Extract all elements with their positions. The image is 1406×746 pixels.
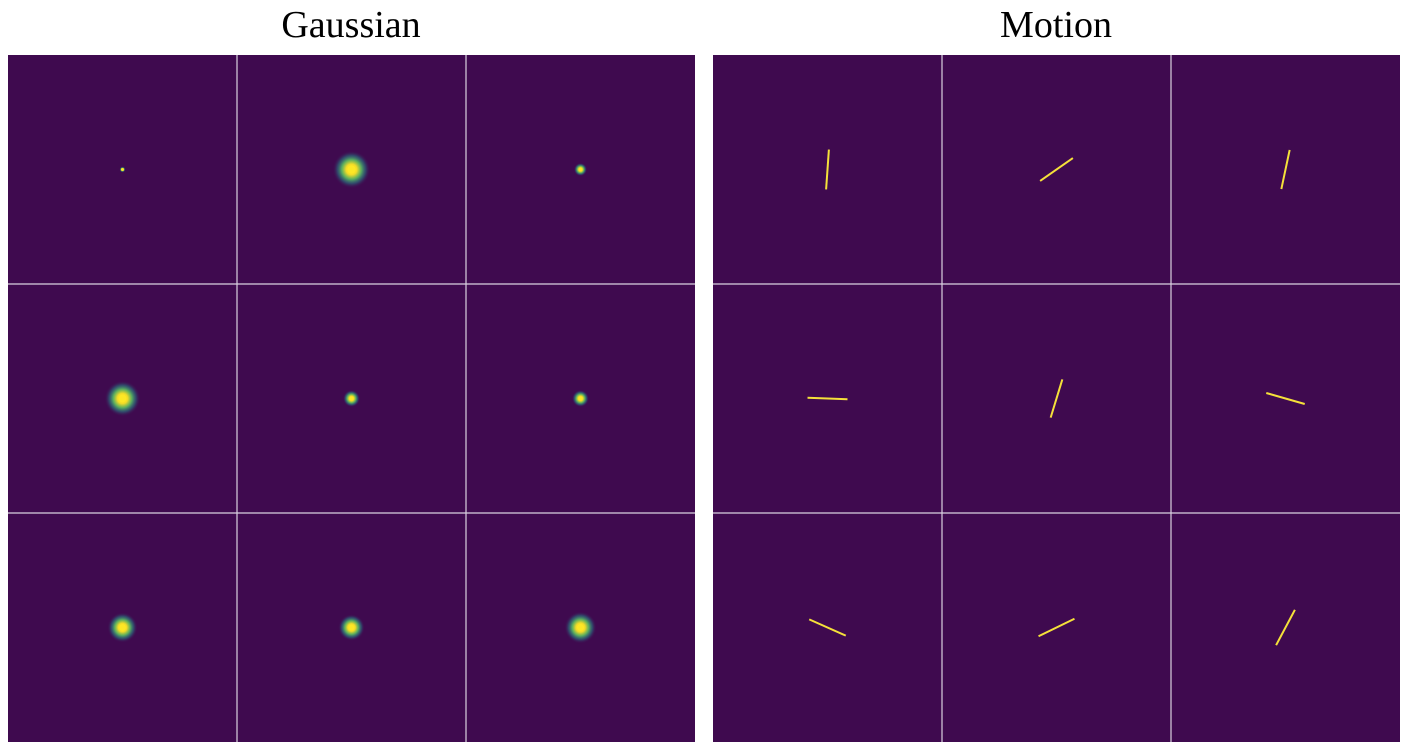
motion-streak [807, 396, 848, 401]
gaussian-peak [349, 396, 354, 401]
gaussian-kernel-r2-c1 [338, 614, 365, 641]
motion-streak [1280, 149, 1291, 190]
gaussian-kernel-r1-c1 [342, 389, 361, 408]
gaussian-kernel-r2-c2 [564, 611, 597, 644]
motion-kernel-r0-c1 [1039, 157, 1074, 182]
gaussian-kernel-r0-c2 [573, 162, 588, 177]
motion-kernel-r2-c2 [1275, 609, 1296, 646]
motion-kernel-r1-c1 [1049, 379, 1064, 418]
gaussian-peak [348, 624, 355, 631]
motion-kernel-r1-c0 [807, 396, 848, 401]
motion-streak [808, 618, 847, 637]
gaussian-kernel-r2-c0 [107, 612, 138, 643]
motion-kernel-r2-c0 [808, 618, 847, 637]
gaussian-peak [576, 623, 585, 632]
gaussian-peak [347, 165, 356, 174]
motion-kernel-grid [713, 55, 1400, 742]
motion-kernel-r1-c2 [1265, 392, 1306, 405]
gaussian-peak [579, 168, 582, 171]
gaussian-kernel-r1-c0 [104, 380, 141, 417]
motion-streak [1265, 392, 1306, 405]
motion-streak [1049, 379, 1064, 418]
gaussian-peak [578, 396, 583, 401]
gaussian-kernel-grid [8, 55, 695, 742]
motion-panel-title: Motion [1000, 4, 1112, 46]
motion-kernel-r0-c0 [825, 149, 830, 190]
gaussian-peak [119, 624, 126, 631]
motion-kernel-r2-c1 [1038, 617, 1075, 638]
gaussian-kernel-r0-c0 [119, 166, 126, 173]
gaussian-panel-title: Gaussian [281, 4, 421, 46]
motion-streak [825, 149, 830, 190]
gaussian-kernel-r1-c2 [571, 389, 590, 408]
motion-streak [1275, 609, 1296, 646]
motion-streak [1038, 617, 1075, 638]
motion-streak [1039, 157, 1074, 182]
gaussian-kernel-r0-c1 [332, 150, 371, 189]
gaussian-peak [121, 168, 124, 171]
motion-kernel-r0-c2 [1280, 149, 1291, 190]
gaussian-peak [118, 394, 127, 403]
